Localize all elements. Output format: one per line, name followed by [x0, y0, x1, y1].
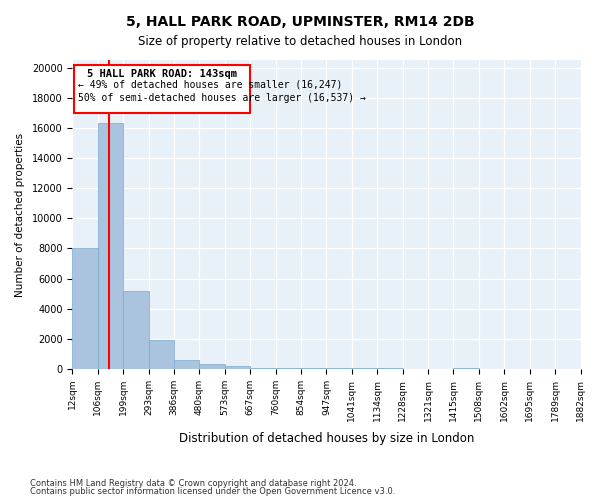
- Bar: [326, 368, 352, 369]
- Bar: [174, 360, 199, 369]
- X-axis label: Distribution of detached houses by size in London: Distribution of detached houses by size …: [179, 432, 474, 445]
- Bar: [73, 248, 98, 369]
- Text: ← 49% of detached houses are smaller (16,247): ← 49% of detached houses are smaller (16…: [78, 80, 343, 90]
- Text: Size of property relative to detached houses in London: Size of property relative to detached ho…: [138, 35, 462, 48]
- Text: Contains HM Land Registry data © Crown copyright and database right 2024.: Contains HM Land Registry data © Crown c…: [30, 478, 356, 488]
- Bar: [352, 368, 377, 369]
- Bar: [149, 340, 174, 369]
- Bar: [275, 368, 301, 369]
- Text: 5, HALL PARK ROAD, UPMINSTER, RM14 2DB: 5, HALL PARK ROAD, UPMINSTER, RM14 2DB: [125, 15, 475, 29]
- Text: 50% of semi-detached houses are larger (16,537) →: 50% of semi-detached houses are larger (…: [78, 93, 366, 103]
- Bar: [98, 122, 123, 369]
- Bar: [123, 292, 149, 369]
- Bar: [377, 368, 403, 369]
- Bar: [199, 364, 225, 369]
- Bar: [301, 368, 326, 369]
- Y-axis label: Number of detached properties: Number of detached properties: [15, 132, 25, 296]
- Bar: [454, 368, 479, 369]
- FancyBboxPatch shape: [74, 64, 250, 113]
- Bar: [250, 368, 275, 369]
- Text: 5 HALL PARK ROAD: 143sqm: 5 HALL PARK ROAD: 143sqm: [88, 69, 238, 79]
- Bar: [403, 368, 428, 369]
- Text: Contains public sector information licensed under the Open Government Licence v3: Contains public sector information licen…: [30, 487, 395, 496]
- Bar: [225, 366, 250, 369]
